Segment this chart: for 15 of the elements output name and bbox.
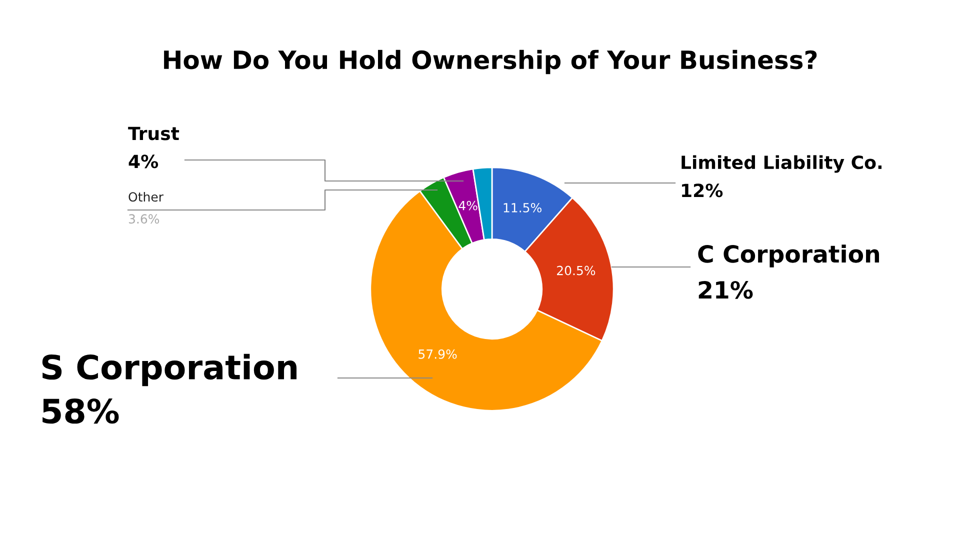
text: 58% [42,398,119,424]
slice-label: S Corporation [42,354,296,386]
data-label: 4% [458,200,478,210]
data-label: 20.5% [557,266,596,276]
slice-label: C Corporation [698,244,880,268]
slice-label: Other [128,192,164,202]
slice-label: Trust [128,126,180,140]
text: 21% [698,280,753,299]
text: 12% [682,184,723,198]
text: 4% [128,154,158,168]
data-label: 11.5% [504,202,542,212]
chart-title: How Do You Hold Ownership of Your Business? [164,50,817,74]
slice-label: Limited Liability Co. [682,155,882,173]
data-label: 57.9% [418,349,457,359]
text: 3.6% [128,214,160,224]
